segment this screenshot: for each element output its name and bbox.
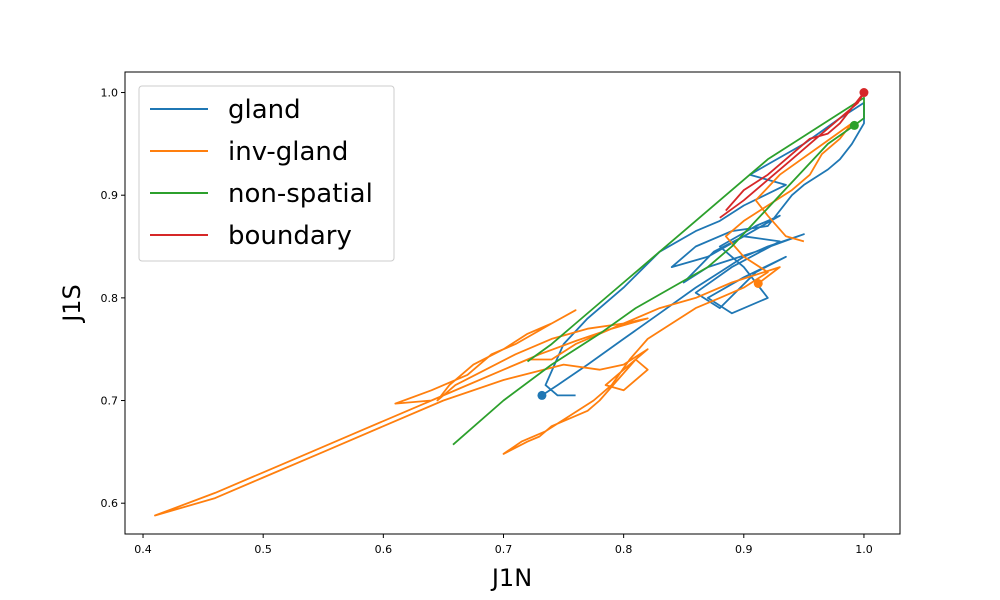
x-axis-label: J1N — [490, 564, 532, 592]
series-line-inv-gland — [154, 122, 853, 517]
x-tick-label: 0.6 — [375, 543, 393, 556]
y-tick-label: 0.8 — [101, 292, 119, 305]
x-tick-label: 0.8 — [615, 543, 633, 556]
legend-box — [138, 85, 395, 262]
series-layer — [154, 88, 869, 517]
legend: gland inv-gland non-spatial boundary — [138, 85, 395, 262]
x-tick-label: 0.4 — [134, 543, 152, 556]
series-marker-inv-gland — [753, 278, 763, 288]
series-marker-gland — [537, 390, 547, 400]
series-marker-non-spatial — [849, 120, 859, 130]
legend-label-non-spatial: non-spatial — [228, 179, 373, 209]
legend-label-boundary: boundary — [228, 221, 352, 251]
y-axis-ticks: 0.6 0.7 0.8 0.9 1.0 — [101, 87, 125, 510]
x-axis-ticks: 0.4 0.5 0.6 0.7 0.8 0.9 1.0 — [134, 534, 873, 556]
y-tick-label: 0.6 — [101, 497, 119, 510]
x-tick-label: 0.5 — [254, 543, 272, 556]
x-tick-label: 0.9 — [735, 543, 753, 556]
series-line-non-spatial — [452, 96, 865, 446]
series-marker-boundary — [859, 88, 869, 98]
y-axis-label: J1S — [58, 284, 86, 324]
legend-label-gland: gland — [228, 95, 301, 125]
y-tick-label: 0.7 — [101, 395, 119, 408]
y-tick-label: 1.0 — [101, 87, 119, 100]
x-tick-label: 0.7 — [495, 543, 513, 556]
legend-label-inv-gland: inv-gland — [228, 137, 348, 167]
x-tick-label: 1.0 — [855, 543, 873, 556]
y-tick-label: 0.9 — [101, 189, 119, 202]
axes-frame — [124, 71, 901, 535]
